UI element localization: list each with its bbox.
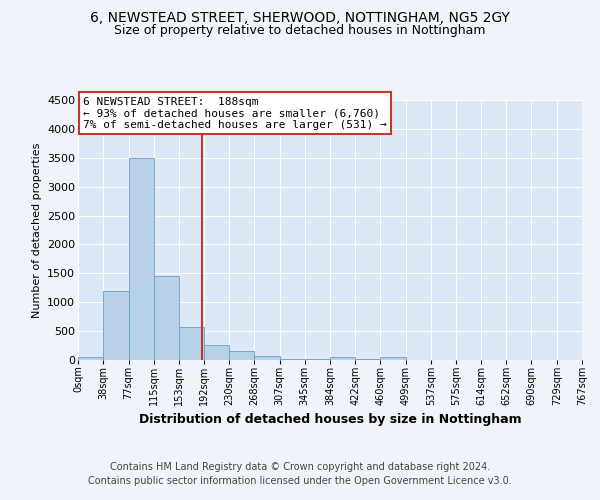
Bar	[380, 357, 406, 360]
Bar	[355, 358, 380, 360]
Y-axis label: Number of detached properties: Number of detached properties	[32, 142, 41, 318]
Bar	[179, 327, 204, 360]
Text: Contains public sector information licensed under the Open Government Licence v3: Contains public sector information licen…	[88, 476, 512, 486]
Bar	[78, 357, 103, 360]
Text: 6, NEWSTEAD STREET, SHERWOOD, NOTTINGHAM, NG5 2GY: 6, NEWSTEAD STREET, SHERWOOD, NOTTINGHAM…	[90, 11, 510, 25]
Bar	[128, 158, 154, 360]
Bar	[280, 358, 305, 360]
Bar	[305, 358, 331, 360]
Bar	[254, 356, 280, 360]
Bar	[204, 346, 229, 360]
Text: Contains HM Land Registry data © Crown copyright and database right 2024.: Contains HM Land Registry data © Crown c…	[110, 462, 490, 472]
Text: 6 NEWSTEAD STREET:  188sqm
← 93% of detached houses are smaller (6,760)
7% of se: 6 NEWSTEAD STREET: 188sqm ← 93% of detac…	[83, 96, 387, 130]
Bar	[331, 357, 355, 360]
Bar	[229, 352, 254, 360]
Bar	[154, 276, 179, 360]
Text: Distribution of detached houses by size in Nottingham: Distribution of detached houses by size …	[139, 412, 521, 426]
Bar	[103, 290, 128, 360]
Text: Size of property relative to detached houses in Nottingham: Size of property relative to detached ho…	[114, 24, 486, 37]
